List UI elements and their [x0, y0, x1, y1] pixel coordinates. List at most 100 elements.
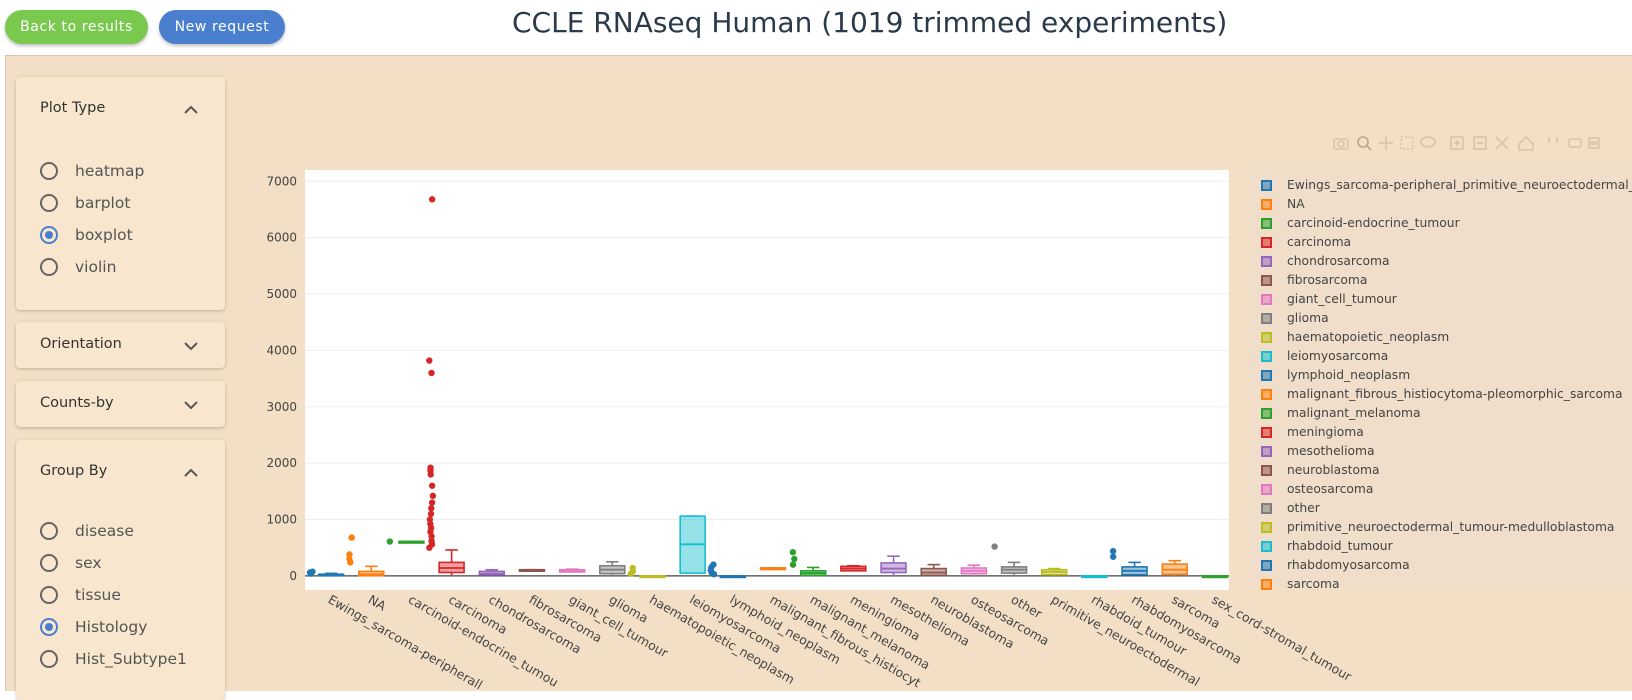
group-by-title[interactable]: Group By: [40, 463, 108, 479]
radio-option-tissue[interactable]: tissue: [40, 582, 121, 608]
legend-item[interactable]: other: [1261, 499, 1320, 517]
plot-type-title[interactable]: Plot Type: [40, 100, 106, 116]
legend-item[interactable]: Ewings_sarcoma-peripheral_primitive_neur…: [1261, 176, 1632, 194]
outlier-point: [386, 538, 394, 545]
radio-button[interactable]: [40, 226, 58, 244]
box-osteosarcoma[interactable]: [960, 564, 988, 576]
box-carcinoid-endocrine-tumour[interactable]: [386, 538, 425, 545]
box-select-icon[interactable]: [1400, 136, 1414, 150]
legend-item[interactable]: lymphoid_neoplasm: [1261, 366, 1410, 384]
y-tick-label: 3000: [266, 400, 297, 414]
box-na[interactable]: [346, 534, 385, 577]
legend-item[interactable]: NA: [1261, 195, 1305, 213]
zoom-in-icon[interactable]: [1450, 136, 1464, 150]
box-haematopoietic-neoplasm[interactable]: [627, 564, 666, 579]
radio-option-histology[interactable]: Histology: [40, 614, 147, 640]
radio-option-barplot[interactable]: barplot: [40, 190, 130, 216]
radio-button[interactable]: [40, 258, 58, 276]
back-to-results-button[interactable]: Back to results: [5, 10, 148, 44]
box-neuroblastoma[interactable]: [920, 563, 947, 577]
radio-button[interactable]: [40, 554, 58, 572]
legend-item[interactable]: mesothelioma: [1261, 442, 1375, 460]
box-mesothelioma[interactable]: [880, 555, 907, 576]
legend-item[interactable]: rhabdomyosarcoma: [1261, 556, 1410, 574]
chevron-down-icon[interactable]: [183, 341, 199, 351]
outlier-point: [428, 196, 436, 203]
legend-item[interactable]: haematopoietic_neoplasm: [1261, 328, 1449, 346]
box-meningioma[interactable]: [840, 564, 867, 572]
box-primitive-neuroectodermal-tumour-medulloblastoma[interactable]: [1040, 567, 1068, 576]
lasso-icon[interactable]: [1420, 136, 1436, 148]
legend-item[interactable]: malignant_fibrous_histiocytoma-pleomorph…: [1261, 385, 1623, 403]
radio-option-disease[interactable]: disease: [40, 518, 134, 544]
reset-axes-icon[interactable]: [1518, 135, 1534, 151]
hover-closest-icon[interactable]: [1568, 138, 1582, 148]
box-sarcoma[interactable]: [1161, 559, 1188, 576]
legend-item[interactable]: osteosarcoma: [1261, 480, 1373, 498]
legend-item[interactable]: primitive_neuroectodermal_tumour-medullo…: [1261, 518, 1614, 536]
legend-item[interactable]: meningioma: [1261, 423, 1364, 441]
box-giant-cell-tumour[interactable]: [558, 568, 586, 573]
radio-option-sex[interactable]: sex: [40, 550, 102, 576]
zoom-out-icon[interactable]: [1473, 136, 1487, 150]
orientation-title[interactable]: Orientation: [40, 336, 122, 352]
radio-option-boxplot[interactable]: boxplot: [40, 222, 133, 248]
zoom-icon[interactable]: [1357, 136, 1372, 151]
box-rhabdomyosarcoma[interactable]: [1109, 547, 1148, 576]
outlier-point: [789, 549, 797, 556]
radio-option-hist-subtype1[interactable]: Hist_Subtype1: [40, 646, 187, 672]
legend-item[interactable]: carcinoma: [1261, 233, 1351, 251]
box-fibrosarcoma[interactable]: [518, 568, 546, 573]
legend-item[interactable]: fibrosarcoma: [1261, 271, 1367, 289]
box-malignant-fibrous-histiocytoma-pleomorphic-sarcoma[interactable]: [759, 567, 787, 571]
box-chondrosarcoma[interactable]: [478, 568, 506, 576]
legend-label: fibrosarcoma: [1287, 273, 1368, 287]
box-other[interactable]: [991, 543, 1028, 576]
box-sex-cord-stromal-tumour[interactable]: [1201, 575, 1229, 579]
outlier-point: [991, 543, 998, 550]
chevron-up-icon[interactable]: [183, 105, 199, 115]
pan-icon[interactable]: [1379, 136, 1393, 150]
camera-icon[interactable]: [1333, 138, 1349, 150]
legend-item[interactable]: glioma: [1261, 309, 1329, 327]
counts-by-title[interactable]: Counts-by: [40, 395, 114, 411]
box-carcinoma[interactable]: [426, 196, 465, 576]
box-malignant-melanoma[interactable]: [789, 549, 827, 577]
radio-button[interactable]: [40, 586, 58, 604]
radio-button[interactable]: [40, 618, 58, 636]
legend-item[interactable]: malignant_melanoma: [1261, 404, 1421, 422]
counts-by-card[interactable]: Counts-by: [16, 381, 225, 427]
legend-item[interactable]: giant_cell_tumour: [1261, 290, 1397, 308]
legend-item[interactable]: chondrosarcoma: [1261, 252, 1390, 270]
legend-label: carcinoid-endocrine_tumour: [1287, 216, 1460, 230]
box-lymphoid-neoplasm[interactable]: [707, 561, 747, 579]
radio-button[interactable]: [40, 650, 58, 668]
radio-option-violin[interactable]: violin: [40, 254, 116, 280]
outlier-point: [427, 510, 435, 518]
legend-item[interactable]: sarcoma: [1261, 575, 1340, 593]
box-glioma[interactable]: [599, 561, 626, 576]
y-tick-label: 4000: [266, 343, 297, 357]
box-leiomyosarcoma[interactable]: [679, 515, 706, 574]
chevron-up-icon[interactable]: [183, 468, 199, 478]
new-request-button[interactable]: New request: [159, 10, 285, 44]
legend-item[interactable]: neuroblastoma: [1261, 461, 1380, 479]
box-ewings-sarcoma-peripheral-primitive-neuroectodermal-tumour[interactable]: [306, 568, 345, 577]
hover-compare-icon[interactable]: [1588, 137, 1600, 149]
box-rhabdoid-tumour[interactable]: [1081, 575, 1108, 579]
orientation-card[interactable]: Orientation: [16, 322, 225, 368]
radio-button[interactable]: [40, 194, 58, 212]
legend-item[interactable]: rhabdoid_tumour: [1261, 537, 1393, 555]
radio-button[interactable]: [40, 522, 58, 540]
spike-lines-icon[interactable]: [1548, 137, 1558, 143]
radio-button[interactable]: [40, 162, 58, 180]
legend-item[interactable]: leiomyosarcoma: [1261, 347, 1388, 365]
outlier-point: [428, 505, 435, 512]
legend-label: rhabdomyosarcoma: [1287, 558, 1410, 572]
radio-option-heatmap[interactable]: heatmap: [40, 158, 144, 184]
autoscale-icon[interactable]: [1495, 136, 1509, 150]
legend-item[interactable]: carcinoid-endocrine_tumour: [1261, 214, 1460, 232]
legend-label: other: [1287, 501, 1320, 515]
chevron-down-icon[interactable]: [183, 400, 199, 410]
legend-swatch: [1261, 426, 1272, 438]
